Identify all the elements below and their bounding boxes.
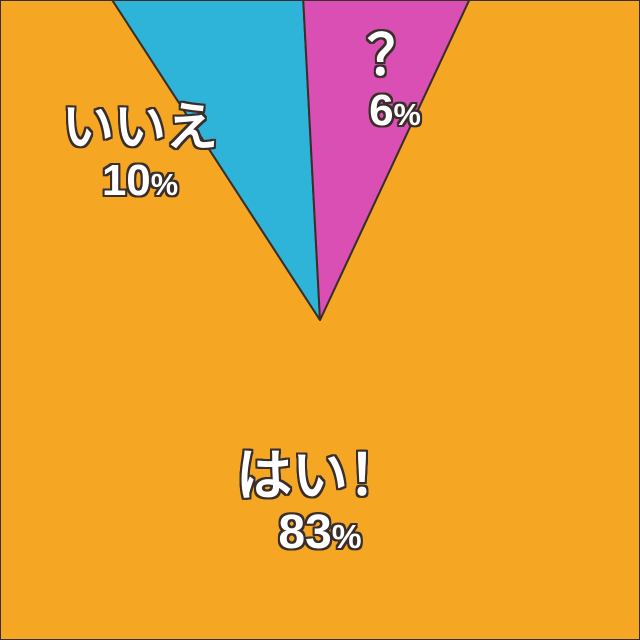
pie-chart — [0, 0, 640, 640]
